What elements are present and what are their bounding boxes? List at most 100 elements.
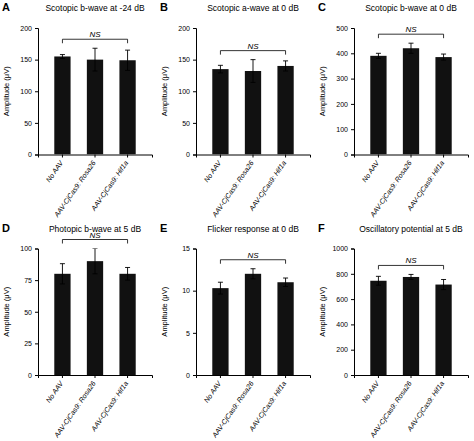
x-tick-mark xyxy=(443,375,444,378)
title: Scotopic b-wave at 0 dB xyxy=(365,3,457,13)
x-tick-mark xyxy=(220,155,221,158)
x-axis-line xyxy=(39,155,153,158)
bar xyxy=(277,66,293,155)
y-tick: 300 xyxy=(336,75,354,82)
y-tick-mark xyxy=(193,291,196,292)
y-axis: 051015 xyxy=(182,245,196,378)
y-tick: 100 xyxy=(178,88,196,95)
bar xyxy=(119,274,135,375)
x-tick-label: No AAV xyxy=(45,158,65,183)
y-tick-label: 100 xyxy=(20,88,32,95)
y-tick-label: 5 xyxy=(186,330,190,337)
y-tick-mark xyxy=(35,28,38,29)
x-tick-mark xyxy=(62,155,63,158)
marks xyxy=(370,274,451,375)
y-tick-mark xyxy=(35,249,38,250)
x-tick: AAV-CjCas9: Hif1a xyxy=(247,375,288,434)
x-tick-mark xyxy=(411,375,412,378)
y-tick: 75 xyxy=(24,277,38,284)
y-tick: 50 xyxy=(24,308,38,315)
y-tick: 0 xyxy=(344,151,354,158)
y-tick-mark xyxy=(193,28,196,29)
panel: 051015No AAVAAV-CjCas9: Rosa26AAV-CjCas9… xyxy=(160,222,311,440)
x-tick-label: No AAV xyxy=(203,158,223,183)
bar xyxy=(403,277,419,375)
marks xyxy=(54,249,135,376)
bracket xyxy=(220,51,285,55)
bar xyxy=(435,285,451,375)
x-tick: AAV-CjCas9: Rosa26 xyxy=(210,375,255,440)
y-tick-label: 200 xyxy=(336,346,348,353)
panel: 02004006008001000No AAVAAV-CjCas9: Rosa2… xyxy=(318,222,469,440)
y-tick-label: 1000 xyxy=(332,245,348,252)
y-tick-label: 100 xyxy=(178,88,190,95)
y-tick-label: 75 xyxy=(24,277,32,284)
x-tick-label: AAV-CjCas9: Rosa26 xyxy=(52,380,97,440)
x-tick: No AAV xyxy=(203,375,223,404)
x-tick-label: AAV-CjCas9: Rosa26 xyxy=(210,159,255,219)
x-tick: AAV-CjCas9: Rosa26 xyxy=(52,155,97,220)
y-tick-mark xyxy=(193,249,196,250)
x-tick-label: AAV-CjCas9: Hif1a xyxy=(247,380,288,434)
y-tick-mark xyxy=(351,274,354,275)
x-axis-line xyxy=(355,155,469,158)
y-tick: 0 xyxy=(28,372,38,379)
x-tick-label: AAV-CjCas9: Hif1a xyxy=(89,159,130,213)
plot: 051015No AAVAAV-CjCas9: Rosa26AAV-CjCas9… xyxy=(160,224,311,440)
y-tick-label: 15 xyxy=(182,245,190,252)
x-tick-mark xyxy=(285,155,286,158)
y-tick-label: 0 xyxy=(344,151,348,158)
y-axis-title: Amplitude (μV) xyxy=(318,286,327,336)
y-tick-label: 0 xyxy=(186,151,190,158)
title: Scotopic a-wave at 0 dB xyxy=(207,3,299,13)
x-tick: No AAV xyxy=(361,155,381,184)
error-bar xyxy=(409,43,414,53)
x-axis-line xyxy=(355,376,469,379)
title: Scotopic b-wave at -24 dB xyxy=(45,3,145,13)
y-tick: 100 xyxy=(336,126,354,133)
x-tick-label: No AAV xyxy=(203,379,223,404)
y-tick: 10 xyxy=(182,287,196,294)
y-tick: 15 xyxy=(182,245,196,252)
annotation: NS xyxy=(247,251,259,260)
bar xyxy=(212,288,228,375)
y-axis-title: Amplitude (μV) xyxy=(318,66,327,116)
bracket xyxy=(220,260,285,264)
y-axis-line xyxy=(351,29,355,156)
y-axis-title: Amplitude (μV) xyxy=(2,66,11,116)
y-axis-title: Amplitude (μV) xyxy=(160,66,169,116)
title: Flicker response at 0 dB xyxy=(207,224,299,234)
annotation: NS xyxy=(405,25,417,34)
y-axis-title: Amplitude (μV) xyxy=(2,286,11,336)
x-tick: No AAV xyxy=(361,375,381,404)
x-axis-line xyxy=(197,155,311,158)
bar xyxy=(54,56,70,154)
y-tick-mark xyxy=(351,53,354,54)
x-tick-mark xyxy=(411,155,412,158)
bracket xyxy=(62,240,127,244)
panel-label: B xyxy=(160,1,168,13)
x-tick-mark xyxy=(62,375,63,378)
error-bar xyxy=(125,50,130,70)
marks xyxy=(54,48,135,154)
y-axis-line xyxy=(351,249,355,376)
bracket xyxy=(378,265,443,269)
annotation: NS xyxy=(247,42,259,51)
y-tick-label: 600 xyxy=(336,296,348,303)
y-tick-label: 200 xyxy=(178,25,190,32)
x-tick-mark xyxy=(95,375,96,378)
title: Photopic b-wave at 5 dB xyxy=(49,224,141,234)
y-tick-mark xyxy=(351,249,354,250)
bar xyxy=(54,274,70,375)
y-tick-label: 800 xyxy=(336,271,348,278)
y-axis: 02004006008001000 xyxy=(332,245,354,378)
bar xyxy=(87,60,103,155)
y-tick-label: 0 xyxy=(344,372,348,379)
y-tick-label: 10 xyxy=(182,287,190,294)
x-tick: No AAV xyxy=(203,155,223,184)
error-bar xyxy=(376,276,381,285)
x-tick-mark xyxy=(285,375,286,378)
plot: 050100150200No AAVAAV-CjCas9: Rosa26AAV-… xyxy=(2,3,153,219)
x-tick: No AAV xyxy=(45,155,65,184)
y-tick: 200 xyxy=(336,101,354,108)
